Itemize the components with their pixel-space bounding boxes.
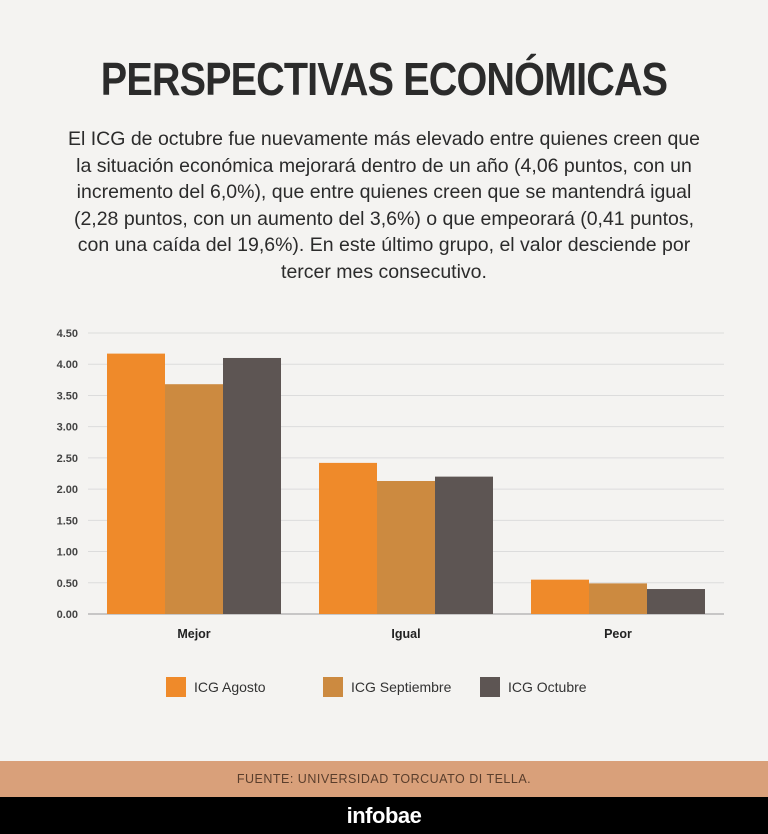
bar	[531, 579, 589, 614]
y-tick-label: 3.00	[57, 422, 78, 434]
y-tick-label: 3.50	[57, 390, 78, 402]
bar	[589, 583, 647, 614]
y-tick-label: 1.50	[57, 515, 78, 527]
y-tick-label: 4.00	[57, 359, 78, 371]
footer-bar: infobae	[0, 797, 768, 834]
legend-label-octubre: ICG Octubre	[508, 679, 587, 695]
x-tick-label: Peor	[604, 627, 632, 641]
bar	[647, 589, 705, 614]
legend-swatch-octubre	[480, 677, 500, 697]
x-tick-label: Mejor	[177, 627, 210, 641]
x-tick-label: Igual	[391, 627, 420, 641]
bar	[165, 384, 223, 614]
legend-item-octubre: ICG Octubre	[480, 676, 587, 698]
page-title: PERSPECTIVAS ECONÓMICAS	[100, 53, 668, 105]
y-tick-label: 2.00	[57, 484, 78, 496]
legend-label-agosto: ICG Agosto	[194, 679, 266, 695]
bar	[319, 462, 377, 614]
y-tick-label: 0.50	[57, 578, 78, 590]
y-tick-label: 4.50	[57, 328, 78, 340]
bar	[377, 480, 435, 614]
source-bar: FUENTE: UNIVERSIDAD TORCUATO DI TELLA.	[0, 761, 768, 797]
legend-item-agosto: ICG Agosto	[166, 676, 266, 698]
bar	[107, 353, 165, 614]
bar	[435, 476, 493, 614]
y-tick-label: 1.00	[57, 547, 78, 559]
bar	[223, 357, 281, 614]
chart-description: El ICG de octubre fue nuevamente más ele…	[68, 128, 700, 283]
brand-logo: infobae	[346, 803, 422, 828]
legend-item-septiembre: ICG Septiembre	[323, 676, 451, 698]
legend-label-septiembre: ICG Septiembre	[351, 679, 452, 695]
source-text: FUENTE: UNIVERSIDAD TORCUATO DI TELLA.	[236, 772, 532, 786]
y-tick-label: 2.50	[57, 453, 78, 465]
legend-swatch-agosto	[166, 677, 186, 697]
y-tick-label: 0.00	[57, 609, 78, 621]
bar-chart: 0.00 0.50 1.00 1.50 2.00 2.50 3.00 3.50 4.00 4.50…	[57, 328, 724, 641]
legend-swatch-septiembre	[323, 677, 343, 697]
chart-legend: ICG Agosto ICG Septiembre ICG Octubre	[0, 676, 768, 698]
